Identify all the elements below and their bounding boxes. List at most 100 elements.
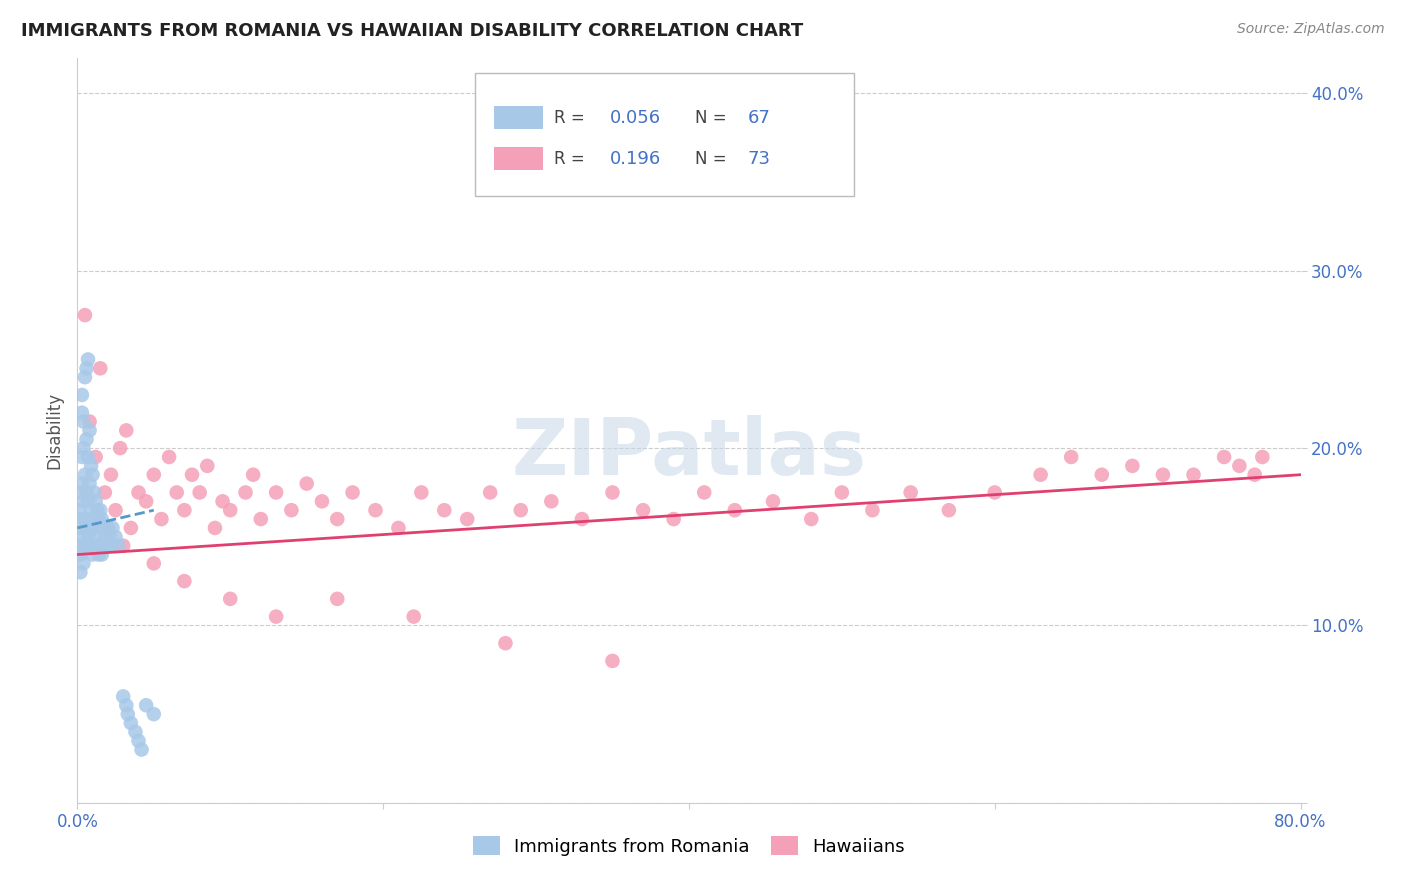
- Point: [602, 654, 624, 668]
- Point: [387, 521, 409, 535]
- Point: [73, 467, 96, 482]
- Point: [166, 485, 188, 500]
- Point: [84, 530, 107, 544]
- Point: [142, 707, 165, 722]
- Point: [83, 485, 105, 500]
- Point: [73, 539, 96, 553]
- Point: [433, 503, 456, 517]
- Point: [100, 467, 122, 482]
- Point: [101, 521, 124, 535]
- Point: [142, 557, 165, 571]
- Text: ZIPatlas: ZIPatlas: [512, 415, 866, 491]
- Point: [662, 512, 685, 526]
- Point: [724, 503, 747, 517]
- Text: 0.056: 0.056: [609, 109, 661, 127]
- Text: 73: 73: [748, 150, 770, 168]
- Point: [235, 485, 257, 500]
- Point: [83, 521, 105, 535]
- Point: [479, 485, 502, 500]
- Point: [1229, 458, 1251, 473]
- Point: [80, 539, 103, 553]
- Point: [67, 503, 90, 517]
- Point: [509, 503, 531, 517]
- Point: [693, 485, 716, 500]
- Point: [89, 539, 111, 553]
- Point: [250, 512, 273, 526]
- Point: [80, 458, 103, 473]
- Point: [1060, 450, 1083, 464]
- Point: [77, 352, 100, 367]
- Point: [900, 485, 922, 500]
- Point: [70, 406, 93, 420]
- Point: [104, 530, 127, 544]
- Text: 67: 67: [748, 109, 770, 127]
- Point: [135, 494, 157, 508]
- Point: [98, 530, 121, 544]
- Text: 0.196: 0.196: [609, 150, 661, 168]
- Point: [1243, 467, 1265, 482]
- Point: [295, 476, 318, 491]
- Point: [762, 494, 785, 508]
- Point: [67, 539, 90, 553]
- Point: [938, 503, 960, 517]
- Point: [94, 530, 117, 544]
- Point: [1029, 467, 1052, 482]
- Point: [82, 548, 104, 562]
- Point: [104, 503, 127, 517]
- Point: [1182, 467, 1205, 482]
- Text: N =: N =: [695, 109, 733, 127]
- Point: [364, 503, 387, 517]
- Point: [131, 742, 153, 756]
- Point: [495, 636, 517, 650]
- Point: [70, 476, 93, 491]
- Point: [73, 308, 96, 322]
- Point: [77, 530, 100, 544]
- Point: [100, 539, 122, 553]
- Point: [204, 521, 226, 535]
- Point: [242, 467, 264, 482]
- Text: IMMIGRANTS FROM ROMANIA VS HAWAIIAN DISABILITY CORRELATION CHART: IMMIGRANTS FROM ROMANIA VS HAWAIIAN DISA…: [21, 22, 803, 40]
- Point: [76, 361, 98, 376]
- Point: [280, 503, 302, 517]
- Point: [311, 494, 333, 508]
- Point: [115, 424, 138, 438]
- Point: [72, 415, 94, 429]
- Point: [73, 370, 96, 384]
- Point: [456, 512, 478, 526]
- Point: [86, 539, 108, 553]
- Y-axis label: Disability: Disability: [45, 392, 63, 469]
- Point: [181, 467, 204, 482]
- Point: [80, 503, 103, 517]
- Point: [117, 707, 139, 722]
- Point: [142, 467, 165, 482]
- Point: [69, 485, 91, 500]
- Point: [124, 724, 146, 739]
- Point: [1152, 467, 1174, 482]
- Point: [79, 476, 101, 491]
- Point: [90, 512, 112, 526]
- Legend: Immigrants from Romania, Hawaiians: Immigrants from Romania, Hawaiians: [464, 827, 914, 864]
- Point: [211, 494, 233, 508]
- Point: [112, 690, 135, 704]
- Point: [87, 548, 110, 562]
- Point: [135, 698, 157, 713]
- Point: [107, 539, 129, 553]
- FancyBboxPatch shape: [495, 147, 543, 169]
- Point: [157, 450, 180, 464]
- Point: [402, 609, 425, 624]
- Point: [219, 503, 242, 517]
- Point: [67, 521, 90, 535]
- FancyBboxPatch shape: [475, 73, 853, 195]
- Point: [862, 503, 884, 517]
- Point: [72, 494, 94, 508]
- Point: [72, 557, 94, 571]
- Point: [97, 521, 120, 535]
- Point: [79, 424, 101, 438]
- Point: [1091, 467, 1114, 482]
- Point: [97, 521, 120, 535]
- Point: [73, 512, 96, 526]
- Point: [326, 512, 349, 526]
- FancyBboxPatch shape: [495, 106, 543, 128]
- Point: [69, 548, 91, 562]
- Point: [173, 503, 195, 517]
